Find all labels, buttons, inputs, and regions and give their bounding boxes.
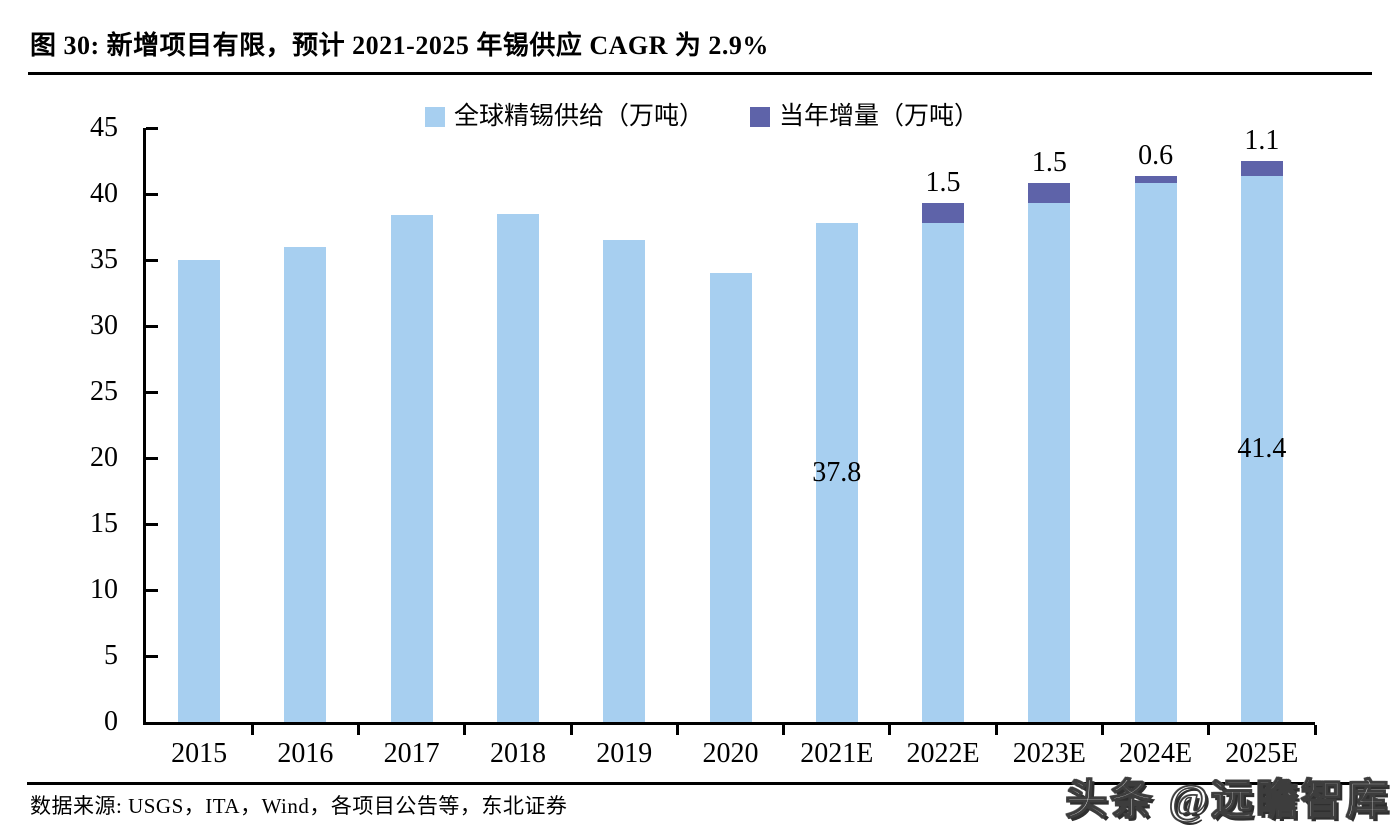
- bar-supply-2016: [284, 246, 327, 722]
- x-axis-tick: [1207, 725, 1211, 735]
- bar-supply-2015: [178, 260, 221, 722]
- y-axis-tick: [146, 522, 158, 526]
- x-axis-label: 2018: [489, 738, 546, 769]
- plot-area: 0 5 10 15 20 25 30 35 40 45 2015 2016 2017 2018 2019 20…: [90, 112, 1317, 769]
- bar-supply-2019: [603, 240, 646, 722]
- chart-legend: 全球精锡供给（万吨） 当年增量（万吨）: [425, 104, 979, 130]
- x-axis-tick: [250, 725, 254, 735]
- y-axis-tick: [146, 126, 158, 130]
- y-axis-tick: [146, 456, 158, 460]
- y-axis-label: 45: [90, 112, 118, 143]
- y-axis-label: 15: [90, 508, 118, 539]
- legend-swatch-supply-icon: [425, 107, 445, 127]
- y-axis-label: 40: [90, 178, 118, 209]
- x-axis-tick: [569, 725, 573, 735]
- bar-supply-2022E: [922, 223, 965, 722]
- y-axis-tick: [146, 654, 158, 658]
- legend-label-supply: 全球精锡供给（万吨）: [454, 103, 705, 130]
- figure-title: 图 30: 新增项目有限，预计 2021-2025 年锡供应 CAGR 为 2.…: [30, 31, 769, 60]
- bar-label-increment-2024E: 0.6: [1138, 139, 1174, 171]
- x-axis-tick: [1313, 725, 1317, 735]
- x-axis-tick: [1100, 725, 1104, 735]
- y-axis-label: 0: [104, 706, 118, 737]
- bar-supply-2025E: [1240, 175, 1283, 722]
- y-axis-tick: [146, 588, 158, 592]
- bar-label-increment-2023E: 1.5: [1031, 147, 1067, 179]
- y-axis-tick: [146, 324, 158, 328]
- footer-divider: [27, 782, 1372, 785]
- x-axis-label: 2019: [596, 738, 653, 769]
- y-axis-label: 20: [90, 442, 118, 473]
- bar-increment-2025E: [1240, 161, 1283, 176]
- x-axis-label: 2022E: [906, 738, 980, 769]
- y-axis-label: 10: [90, 574, 118, 605]
- bar-supply-2018: [496, 213, 539, 722]
- x-axis-tick: [994, 725, 998, 735]
- x-axis-tick: [782, 725, 786, 735]
- y-axis-tick: [146, 192, 158, 196]
- legend-swatch-increment-icon: [750, 107, 771, 127]
- bar-increment-2024E: [1134, 175, 1177, 184]
- legend-item-supply: 全球精锡供给（万吨）: [425, 104, 704, 130]
- bar-increment-2023E: [1028, 183, 1071, 204]
- x-axis-label: 2017: [383, 738, 440, 769]
- legend-item-increment: 当年增量（万吨）: [750, 104, 979, 130]
- x-axis-label: 2021E: [800, 738, 874, 769]
- bar-supply-2023E: [1028, 203, 1071, 722]
- bar-increment-2022E: [922, 203, 965, 224]
- bar-label-supply-2021E: 37.8: [812, 456, 862, 488]
- bar-label-increment-2025E: 1.1: [1244, 125, 1280, 156]
- title-divider: [28, 72, 1372, 75]
- y-axis-label: 30: [90, 310, 118, 341]
- y-axis-tick: [146, 258, 158, 262]
- x-axis-label: 2020: [702, 738, 759, 769]
- source-note: 数据来源: USGS，ITA，Wind，各项目公告等，东北证券: [30, 794, 568, 818]
- x-axis-label: 2023E: [1012, 738, 1086, 769]
- bar-supply-2017: [390, 215, 433, 722]
- x-axis-label: 2025E: [1225, 738, 1299, 769]
- bar-label-supply-2025E: 41.4: [1237, 432, 1287, 464]
- x-axis-label: 2024E: [1119, 738, 1193, 769]
- x-axis-label: 2015: [171, 738, 228, 769]
- bar-label-increment-2022E: 1.5: [925, 167, 961, 199]
- y-axis-label: 5: [104, 640, 118, 671]
- x-axis-tick: [888, 725, 892, 735]
- bar-supply-2024E: [1134, 183, 1177, 722]
- bar-supply-2020: [709, 273, 752, 722]
- x-axis-tick: [463, 725, 467, 735]
- legend-label-increment: 当年增量（万吨）: [779, 103, 980, 130]
- y-axis-tick: [146, 390, 158, 394]
- y-axis-label: 25: [90, 376, 118, 407]
- bar-supply-2021E: [815, 223, 858, 722]
- y-axis-label: 35: [90, 244, 118, 275]
- watermark: 头条 @远瞻智库: [1065, 777, 1391, 825]
- x-axis-label: 2016: [277, 738, 334, 769]
- x-axis-tick: [357, 725, 361, 735]
- x-axis-tick: [675, 725, 679, 735]
